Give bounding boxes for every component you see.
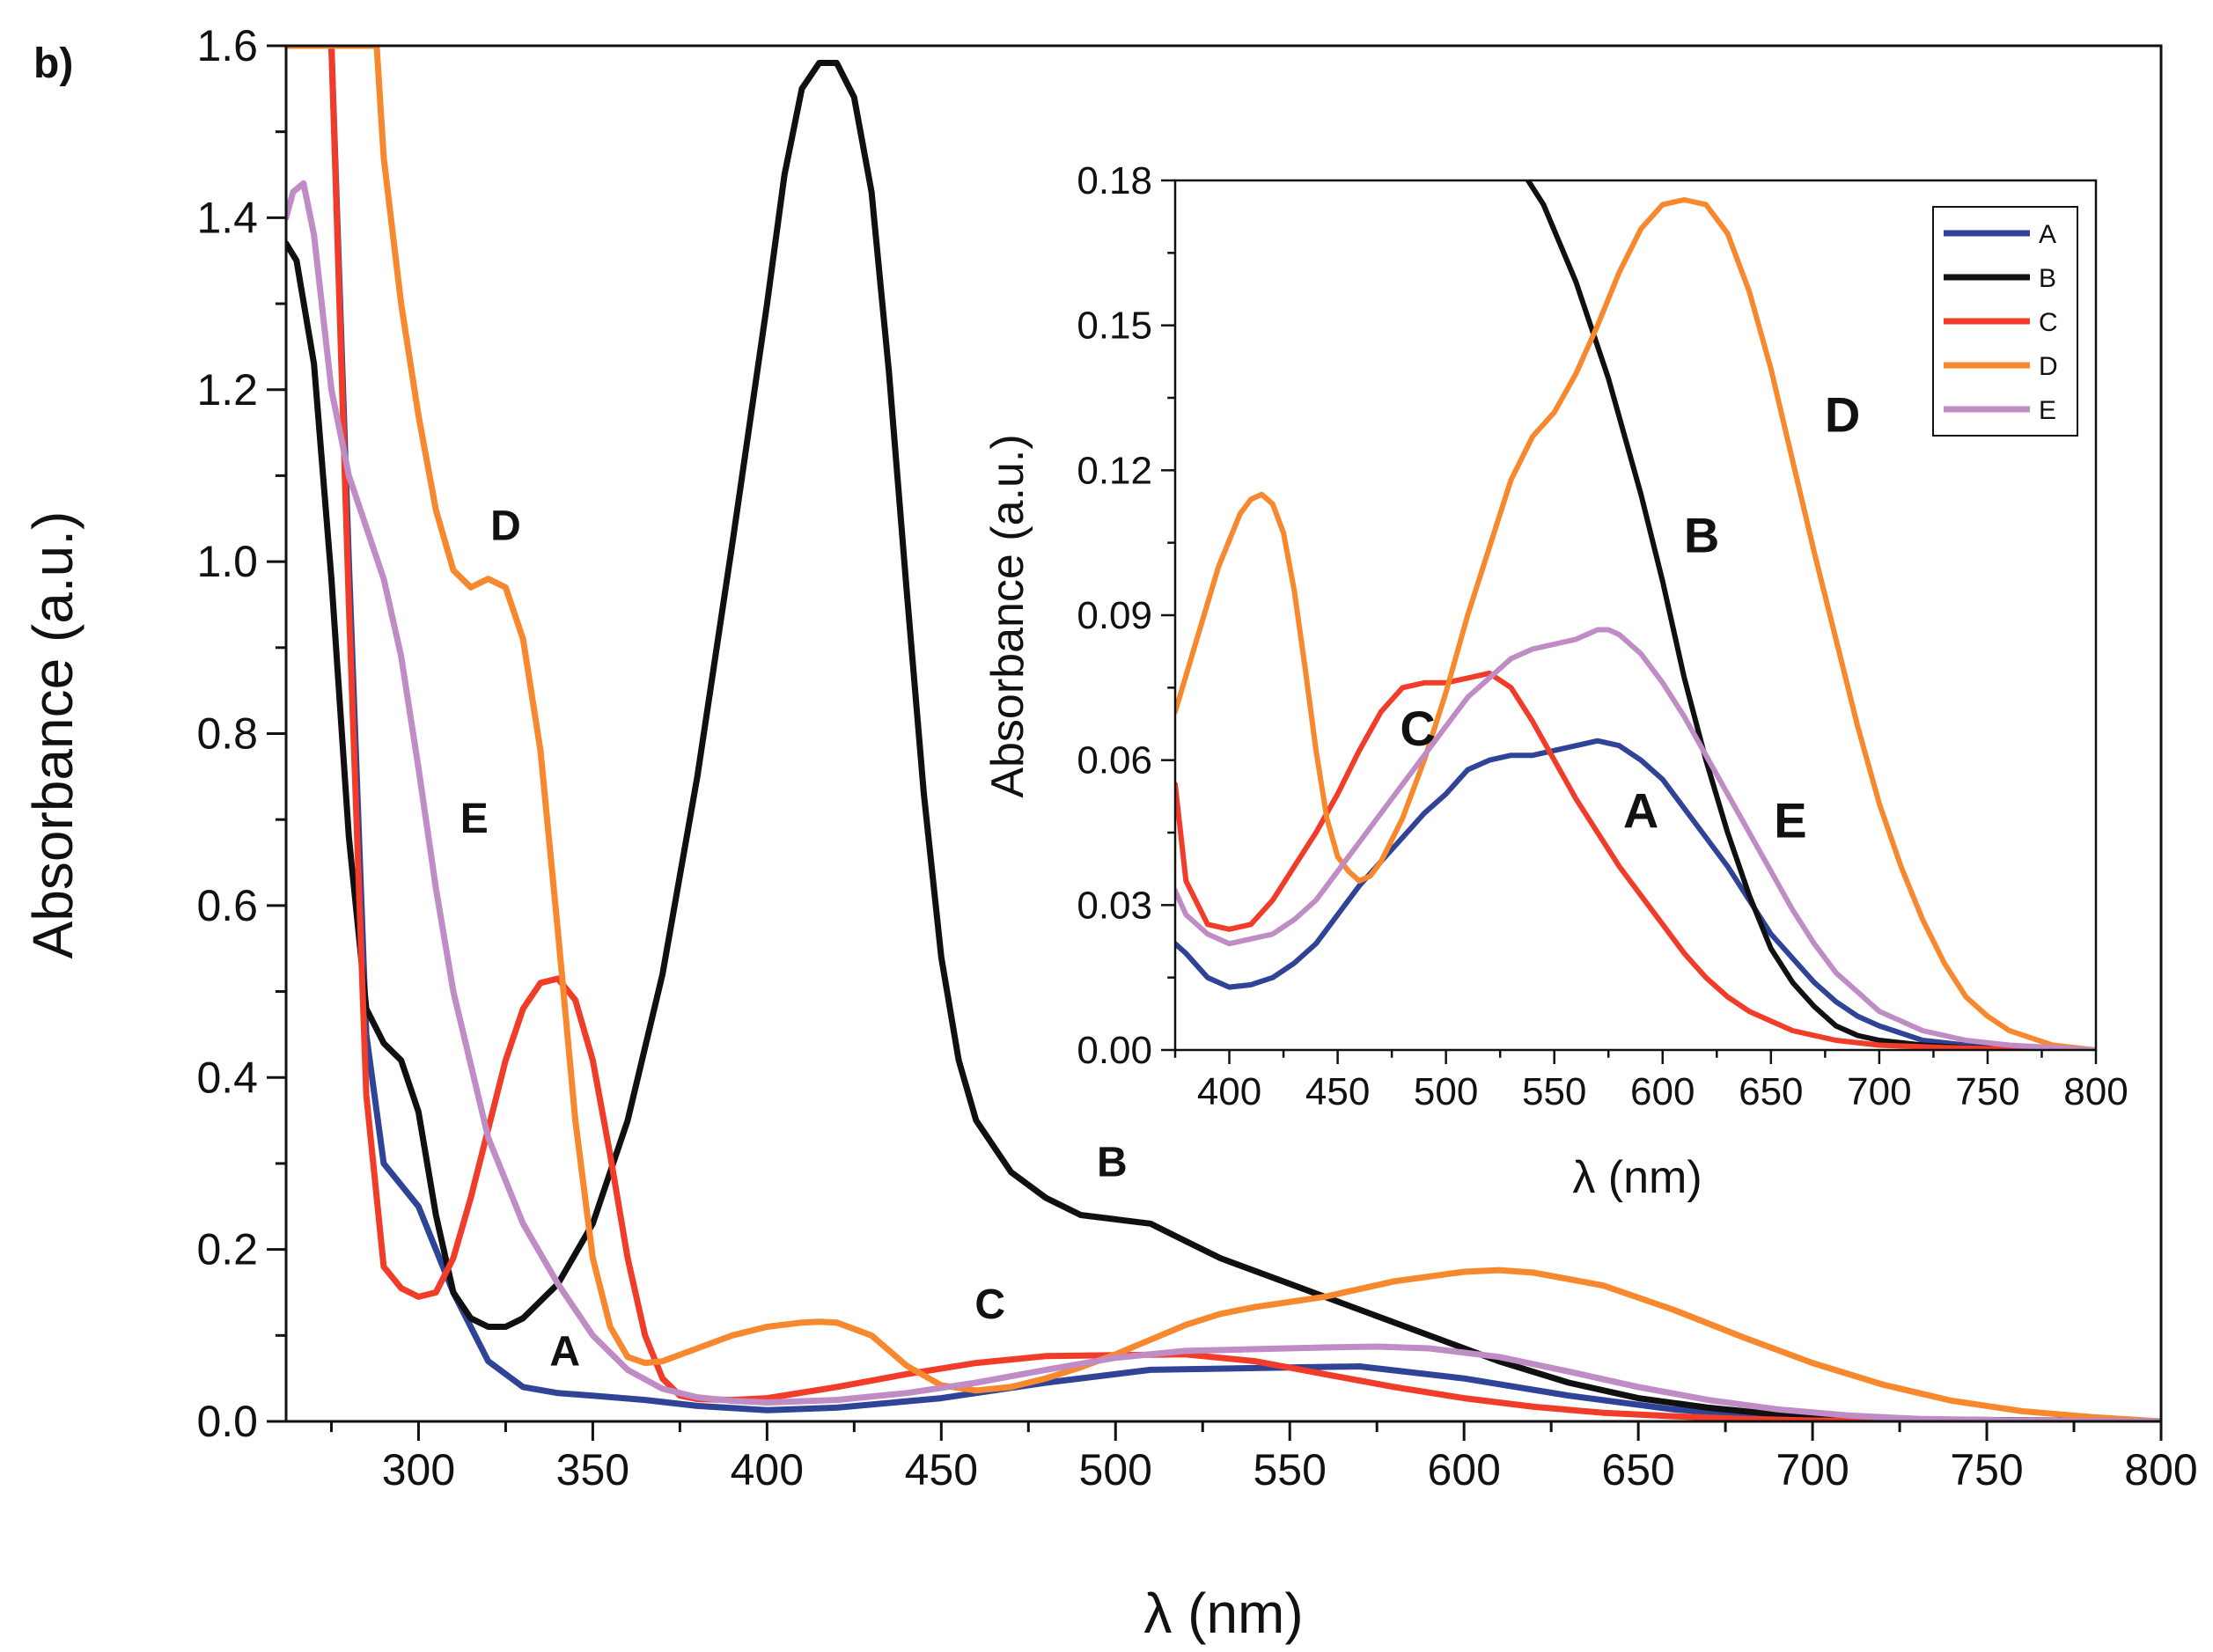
inset-curve-label-d: D — [1825, 386, 1860, 442]
main-x-tick-label: 800 — [2124, 1445, 2197, 1494]
panel-label: b) — [33, 40, 73, 87]
main-y-tick-label: 1.0 — [196, 537, 258, 586]
main-x-tick-label: 300 — [382, 1445, 455, 1494]
main-x-axis-title: λ (nm) — [1143, 1582, 1303, 1645]
main-x-tick-label: 450 — [905, 1445, 978, 1494]
main-annotations: D E A C B — [460, 503, 1128, 1376]
main-x-ticks: 300 350 400 450 500 550 600 650 700 750 800 — [329, 1421, 2198, 1494]
main-y-tick-label: 0.0 — [196, 1397, 258, 1446]
inset-curve-label-a: A — [1623, 783, 1658, 839]
legend-label-c: C — [2039, 308, 2058, 337]
main-series-e-line — [286, 180, 2161, 1421]
main-curve-label-d: D — [490, 503, 521, 550]
inset-x-tick-label: 500 — [1414, 1070, 1478, 1113]
main-y-tick-label: 1.6 — [196, 21, 258, 70]
main-y-tick-label: 0.2 — [196, 1225, 258, 1274]
inset-curve-label-c: C — [1400, 701, 1435, 756]
legend-label-e: E — [2039, 396, 2056, 425]
main-y-ticks: 0.0 0.2 0.4 0.6 0.8 1.0 1.2 1.4 1.6 — [196, 21, 286, 1446]
inset-y-axis-title: Absorbance (a.u.) — [982, 434, 1033, 797]
main-curve-label-b: B — [1097, 1140, 1128, 1186]
inset-series-d-line — [1175, 197, 2096, 1050]
inset-y-tick-label: 0.06 — [1077, 739, 1152, 782]
main-y-tick-label: 0.8 — [196, 709, 258, 759]
inset-x-tick-label: 400 — [1197, 1070, 1261, 1113]
inset-y-tick-label: 0.00 — [1077, 1029, 1152, 1072]
legend-label-b: B — [2039, 264, 2056, 293]
main-curve-label-e: E — [460, 796, 489, 842]
inset-series-group — [1175, 180, 2096, 1050]
main-series-a-line — [286, 46, 2161, 1421]
legend-label-a: A — [2039, 220, 2056, 249]
main-x-tick-label: 650 — [1601, 1445, 1674, 1494]
main-series-group — [286, 46, 2161, 1421]
inset-y-tick-label: 0.03 — [1077, 884, 1152, 927]
main-chart: 300 350 400 450 500 550 600 650 700 750 800 0.0 0.2… — [21, 21, 2198, 1645]
main-y-tick-label: 1.4 — [196, 193, 258, 242]
inset-y-tick-label: 0.15 — [1077, 305, 1152, 348]
inset-x-tick-label: 800 — [2063, 1070, 2128, 1113]
inset-series-e-line — [1175, 627, 2096, 1050]
legend-label-d: D — [2039, 352, 2058, 381]
inset-x-tick-label: 750 — [1955, 1070, 2019, 1113]
inset-curve-label-e: E — [1774, 792, 1806, 848]
inset-curve-label-b: B — [1684, 508, 1719, 563]
inset-y-tick-label: 0.12 — [1077, 449, 1152, 492]
inset-x-tick-label: 550 — [1522, 1070, 1586, 1113]
inset-y-tick-label: 0.18 — [1077, 159, 1152, 202]
inset-x-ticks: 400 450 500 550 600 650 700 750 800 — [1173, 1050, 2128, 1113]
inset-y-tick-label: 0.09 — [1077, 594, 1152, 637]
inset-annotations: D B C A E — [1400, 386, 1860, 848]
main-x-tick-label: 350 — [556, 1445, 629, 1494]
main-series-d-line — [286, 46, 2161, 1421]
main-x-tick-label: 700 — [1776, 1445, 1849, 1494]
main-x-tick-label: 600 — [1427, 1445, 1500, 1494]
inset-series-c-line — [1175, 670, 2096, 1050]
inset-series-a-line — [1175, 738, 2096, 1050]
inset-x-tick-label: 450 — [1305, 1070, 1370, 1113]
inset-y-ticks: 0.00 0.03 0.06 0.09 0.12 0.15 0.18 — [1077, 159, 1175, 1072]
main-x-tick-label: 500 — [1079, 1445, 1152, 1494]
inset-x-tick-label: 650 — [1739, 1070, 1803, 1113]
main-y-tick-label: 0.4 — [196, 1053, 258, 1102]
main-y-axis-title: Absorbance (a.u.) — [21, 511, 85, 959]
inset-x-axis-title: λ (nm) — [1572, 1152, 1702, 1203]
inset-x-tick-label: 700 — [1847, 1070, 1911, 1113]
main-curve-label-c: C — [974, 1281, 1005, 1328]
main-curve-label-a: A — [549, 1329, 580, 1376]
main-x-tick-label: 750 — [1950, 1445, 2023, 1494]
inset-x-tick-label: 600 — [1630, 1070, 1695, 1113]
main-y-tick-label: 1.2 — [196, 365, 258, 415]
main-y-tick-label: 0.6 — [196, 881, 258, 930]
main-series-b-line — [286, 60, 2161, 1421]
main-x-tick-label: 550 — [1254, 1445, 1327, 1494]
main-x-tick-label: 400 — [731, 1445, 804, 1494]
inset-chart: 400 450 500 550 600 650 700 750 800 0.00 0.03 0.06… — [982, 159, 2128, 1203]
